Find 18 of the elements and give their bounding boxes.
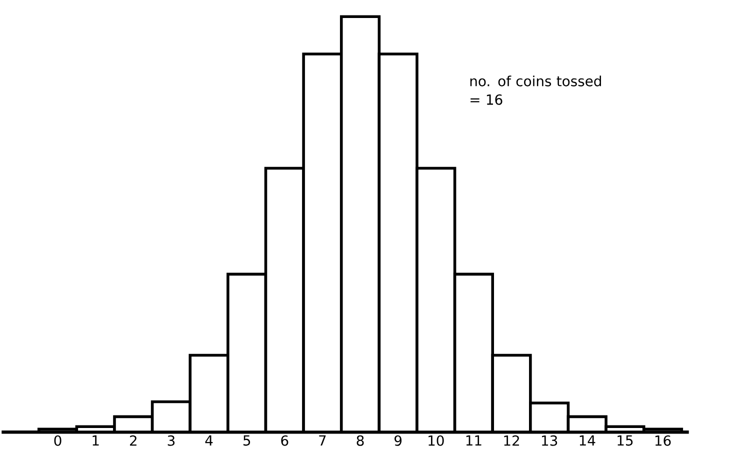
x-tick-label: 13 (542, 435, 558, 446)
x-tick-label: 6 (281, 435, 288, 446)
x-tick-label: 14 (580, 435, 596, 446)
x-tick-label: 11 (466, 435, 482, 446)
x-tick-label: 2 (130, 435, 136, 446)
x-tick-label: 1 (92, 435, 99, 446)
annotation: no. of coins tossed = 16 (470, 76, 601, 105)
x-tick-label: 5 (243, 435, 250, 446)
x-tick-label: 12 (504, 435, 519, 446)
x-tick-label: 4 (205, 435, 213, 446)
x-tick-label: 8 (356, 435, 364, 446)
x-tick-label: 7 (319, 435, 326, 446)
x-tick-label: 15 (618, 435, 633, 446)
x-tick-label: 3 (168, 435, 175, 446)
x-tick-label: 10 (428, 435, 444, 446)
x-tick-label: 9 (394, 435, 402, 446)
x-tick-label: 16 (655, 435, 671, 446)
x-tick-label: 0 (54, 435, 62, 446)
